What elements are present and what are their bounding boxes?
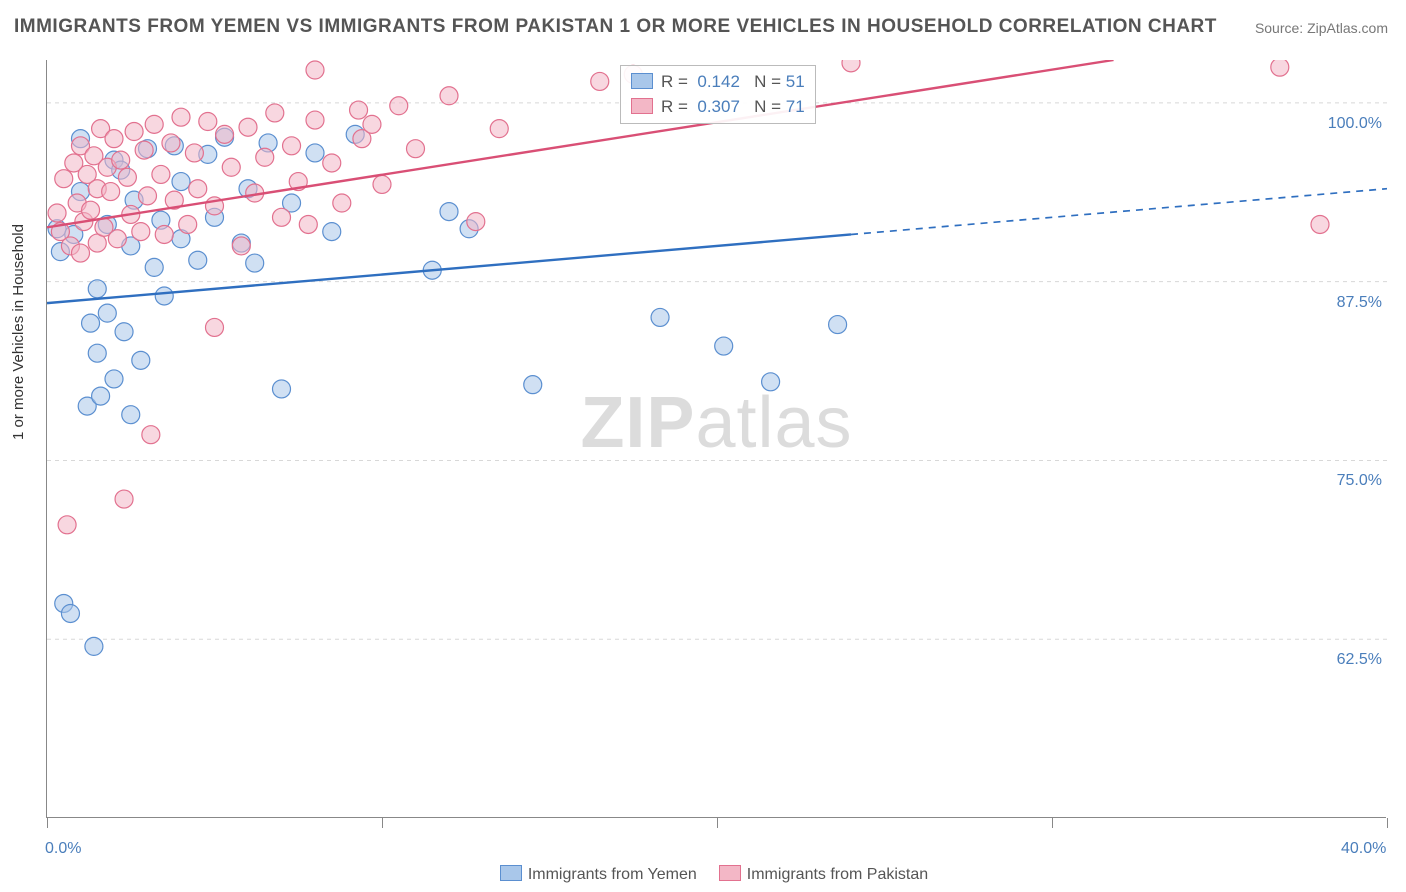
y-axis-label: 1 or more Vehicles in Household xyxy=(10,224,27,440)
stats-n-value: 71 xyxy=(786,97,805,116)
source-label: Source: ZipAtlas.com xyxy=(1255,20,1388,36)
legend-label-yemen: Immigrants from Yemen xyxy=(528,866,697,883)
x-tick-mark xyxy=(47,818,48,828)
x-tick-label: 40.0% xyxy=(1341,840,1386,858)
legend-swatch-yemen xyxy=(500,865,522,881)
x-tick-mark xyxy=(382,818,383,828)
y-tick-label: 87.5% xyxy=(1337,294,1382,312)
y-tick-label: 62.5% xyxy=(1337,651,1382,669)
y-tick-label: 75.0% xyxy=(1337,472,1382,490)
x-tick-mark xyxy=(1052,818,1053,828)
x-tick-mark xyxy=(1387,818,1388,828)
correlation-stats-box: R = 0.142 N = 51R = 0.307 N = 71 xyxy=(620,65,816,124)
chart-title: IMMIGRANTS FROM YEMEN VS IMMIGRANTS FROM… xyxy=(14,16,1217,38)
stats-row-pakistan: R = 0.307 N = 71 xyxy=(631,95,805,120)
stats-swatch xyxy=(631,73,653,89)
stats-swatch xyxy=(631,98,653,114)
stats-r-value: 0.142 xyxy=(697,72,740,91)
x-tick-mark xyxy=(717,818,718,828)
legend-label-pakistan: Immigrants from Pakistan xyxy=(747,866,928,883)
stats-n-value: 51 xyxy=(786,72,805,91)
legend-swatch-pakistan xyxy=(719,865,741,881)
plot-svg xyxy=(47,60,1387,818)
x-tick-label: 0.0% xyxy=(45,840,81,858)
scatter-plot: ZIPatlas R = 0.142 N = 51R = 0.307 N = 7… xyxy=(46,60,1386,818)
y-tick-label: 100.0% xyxy=(1328,115,1382,133)
legend-bottom: Immigrants from Yemen Immigrants from Pak… xyxy=(0,865,1406,884)
stats-row-yemen: R = 0.142 N = 51 xyxy=(631,70,805,95)
stats-r-value: 0.307 xyxy=(697,97,740,116)
